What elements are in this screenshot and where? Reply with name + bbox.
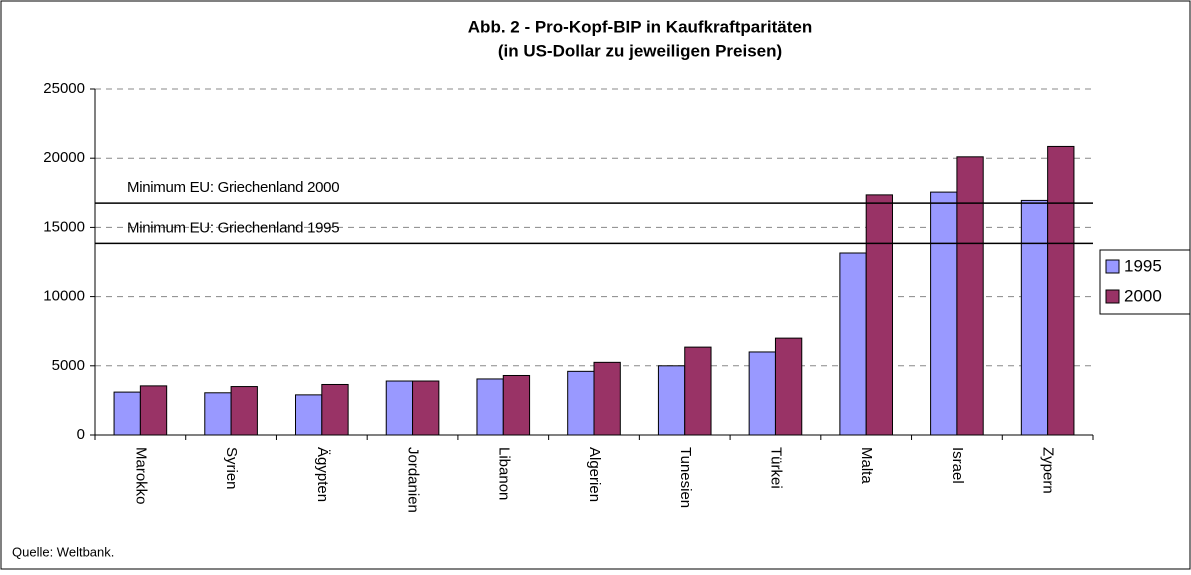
y-tick-label: 0 xyxy=(77,426,85,443)
x-tick-label: Israel xyxy=(949,447,966,484)
chart-title: (in US-Dollar zu jeweiligen Preisen) xyxy=(498,41,782,60)
x-tick-label: Jordanien xyxy=(405,447,422,513)
bar xyxy=(657,365,686,436)
bar xyxy=(321,383,349,436)
bar xyxy=(1047,145,1075,436)
bar xyxy=(230,386,258,436)
y-tick-label: 10000 xyxy=(43,288,85,305)
x-tick-label: Tunesien xyxy=(677,447,694,508)
bar xyxy=(476,378,504,436)
bar xyxy=(567,370,595,436)
bar xyxy=(412,380,440,436)
bar xyxy=(839,252,867,436)
x-tick-label: Türkei xyxy=(767,447,784,489)
x-tick-label: Syrien xyxy=(223,447,240,490)
bar xyxy=(748,351,776,436)
reference-label: Minimum EU: Griechenland 2000 xyxy=(127,179,339,196)
bar xyxy=(204,392,232,436)
bar xyxy=(865,194,893,436)
bar xyxy=(684,346,712,436)
bar xyxy=(1020,199,1049,436)
bar xyxy=(774,337,803,436)
source: Quelle: Weltbank. xyxy=(12,544,114,559)
y-tick-label: 5000 xyxy=(52,357,85,374)
x-tick-label: Ägypten xyxy=(314,447,331,502)
chart-title: Abb. 2 - Pro-Kopf-BIP in Kaufkraftparitä… xyxy=(468,17,812,36)
bar xyxy=(502,374,531,436)
bar xyxy=(385,380,414,436)
bar xyxy=(113,391,141,436)
x-tick-label: Malta xyxy=(858,447,875,484)
legend-label: 1995 xyxy=(1124,256,1162,275)
x-tick-label: Zypern xyxy=(1040,447,1057,494)
legend-swatch xyxy=(1105,259,1120,274)
bar xyxy=(139,385,168,436)
x-tick-label: Libanon xyxy=(495,447,512,500)
x-tick-label: Algerien xyxy=(586,447,603,502)
y-tick-label: 15000 xyxy=(43,218,85,235)
bar xyxy=(295,394,323,436)
bar xyxy=(930,191,958,436)
legend-swatch xyxy=(1105,289,1120,304)
legend-label: 2000 xyxy=(1124,286,1162,305)
y-tick-label: 20000 xyxy=(43,149,85,166)
bar xyxy=(593,361,621,436)
y-tick-label: 25000 xyxy=(43,80,85,97)
x-tick-label: Marokko xyxy=(132,447,149,505)
reference-label: Minimum EU: Griechenland 1995 xyxy=(127,219,339,236)
bar xyxy=(956,156,984,436)
